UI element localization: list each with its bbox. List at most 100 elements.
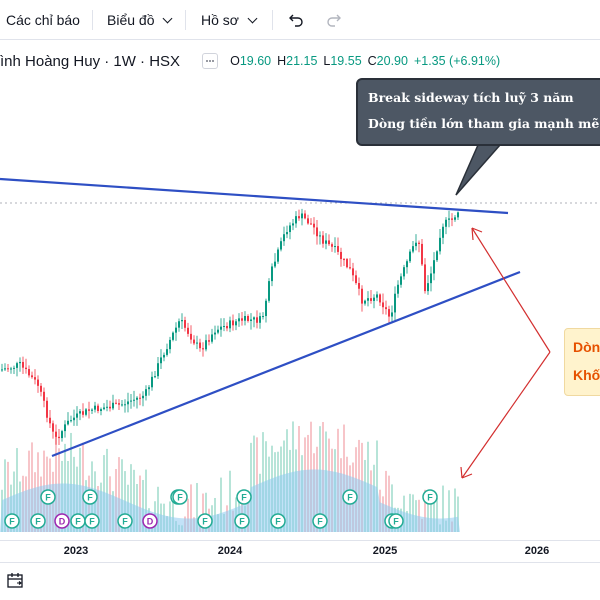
volume-note[interactable]: Dòn Khối [564,328,600,396]
candle-body [307,218,309,224]
candle-body [352,268,354,276]
candle-body [43,391,45,401]
candle-body [142,395,144,399]
calendar-range-icon[interactable] [6,571,24,589]
volume-bar [220,477,222,532]
candle-body [160,357,162,364]
breakout-callout[interactable]: Break sideway tích luỹ 3 năm Dòng tiền l… [356,78,600,146]
candle-body [115,402,117,404]
candle-body [46,400,48,418]
candle-body [289,225,291,233]
volume-bar [7,461,9,532]
candle-body [454,217,456,220]
volume-bar [385,470,387,532]
chart-legend: ình Hoàng Huy · 1W · HSX O19.60 H21.15 L… [0,51,500,71]
candle-body [76,413,78,418]
candle-body [163,354,165,358]
candle-body [172,332,174,340]
candle-body [340,251,342,260]
volume-bar [190,484,192,532]
open-value: 19.60 [239,54,272,68]
candle-body [40,385,42,392]
callout-line2: Dòng tiền lớn tham gia mạnh mẽ [368,116,600,131]
redo-icon[interactable] [326,12,342,28]
open-key: O [230,54,240,68]
volume-bar [202,493,204,532]
candle-body [130,400,132,402]
candle-body [19,361,21,364]
candle-body [34,377,36,380]
event-marker-dividend: D [54,513,70,529]
candle-body [79,411,81,414]
candle-body [403,267,405,277]
candle-body [310,223,312,225]
volume-bar [424,489,426,532]
event-marker-circle [342,489,358,505]
event-marker-label: F [89,517,95,527]
candle-body [280,241,282,250]
volume-bar [121,459,123,532]
candle-body [370,298,372,301]
event-marker-label: F [239,517,245,527]
toolbar-separator [185,10,186,30]
volume-bar [229,470,231,532]
candle-body [28,369,30,376]
candle-body [70,420,72,422]
chevron-down-icon [247,13,258,23]
candle-body [331,244,333,247]
candle-body [271,266,273,282]
candle-body [49,417,51,424]
candle-body [133,399,135,401]
candle-body [16,363,18,368]
close-value: 20.90 [376,54,408,68]
candle-body [376,294,378,298]
profile-button[interactable]: Hồ sơ [201,10,258,30]
candle-body [190,333,192,340]
candle-body [316,227,318,237]
candle-body [235,321,237,326]
candle-body [451,218,453,220]
candle-body [67,420,69,425]
candle-body [199,342,201,349]
time-axis[interactable]: 2023 2024 2025 2026 [0,540,600,562]
event-marker-circle [234,513,250,529]
callout-pointer [455,144,502,196]
candle-body [13,367,15,369]
chart-type-button[interactable]: Biểu đồ [107,10,173,30]
indicators-button[interactable]: Các chỉ báo [6,10,80,30]
more-options-icon[interactable] [202,53,219,69]
volume-bar [388,475,390,532]
candle-body [427,283,429,292]
volume-bar [55,433,57,532]
chevron-down-icon [163,13,173,23]
volume-bar [205,492,207,532]
volume-bar [196,483,198,532]
event-marker-label: F [9,517,15,527]
event-marker-financial: F [172,489,188,505]
event-marker-financial: F [312,513,328,529]
event-marker-circle [40,489,56,505]
candle-body [223,325,225,327]
x-tick-label: 2025 [372,545,398,557]
ohlc-values: O19.60 H21.15 L19.55 C20.90 +1.35 (+6.91… [230,54,500,68]
candle-body [241,318,243,321]
candle-body [304,213,306,219]
candle-body [10,368,12,370]
chart-type-label: Biểu đồ [107,12,155,28]
event-marker-circle [84,513,100,529]
volume-bar [448,490,450,532]
candle-body [265,300,267,317]
candle-body [4,368,6,370]
candle-body [415,242,417,247]
event-marker-circle [117,513,133,529]
symbol-title[interactable]: ình Hoàng Huy · 1W · HSX [0,52,181,70]
candle-body [220,326,222,330]
undo-icon[interactable] [288,12,304,28]
candle-body [322,235,324,244]
candle-body [139,397,141,399]
event-marker-circle [172,489,188,505]
price-chart[interactable]: FFDFFFDFFFFFFFFFFFFF [0,40,600,540]
candle-body [259,316,261,323]
candle-body [64,424,66,432]
candle-body [406,261,408,268]
